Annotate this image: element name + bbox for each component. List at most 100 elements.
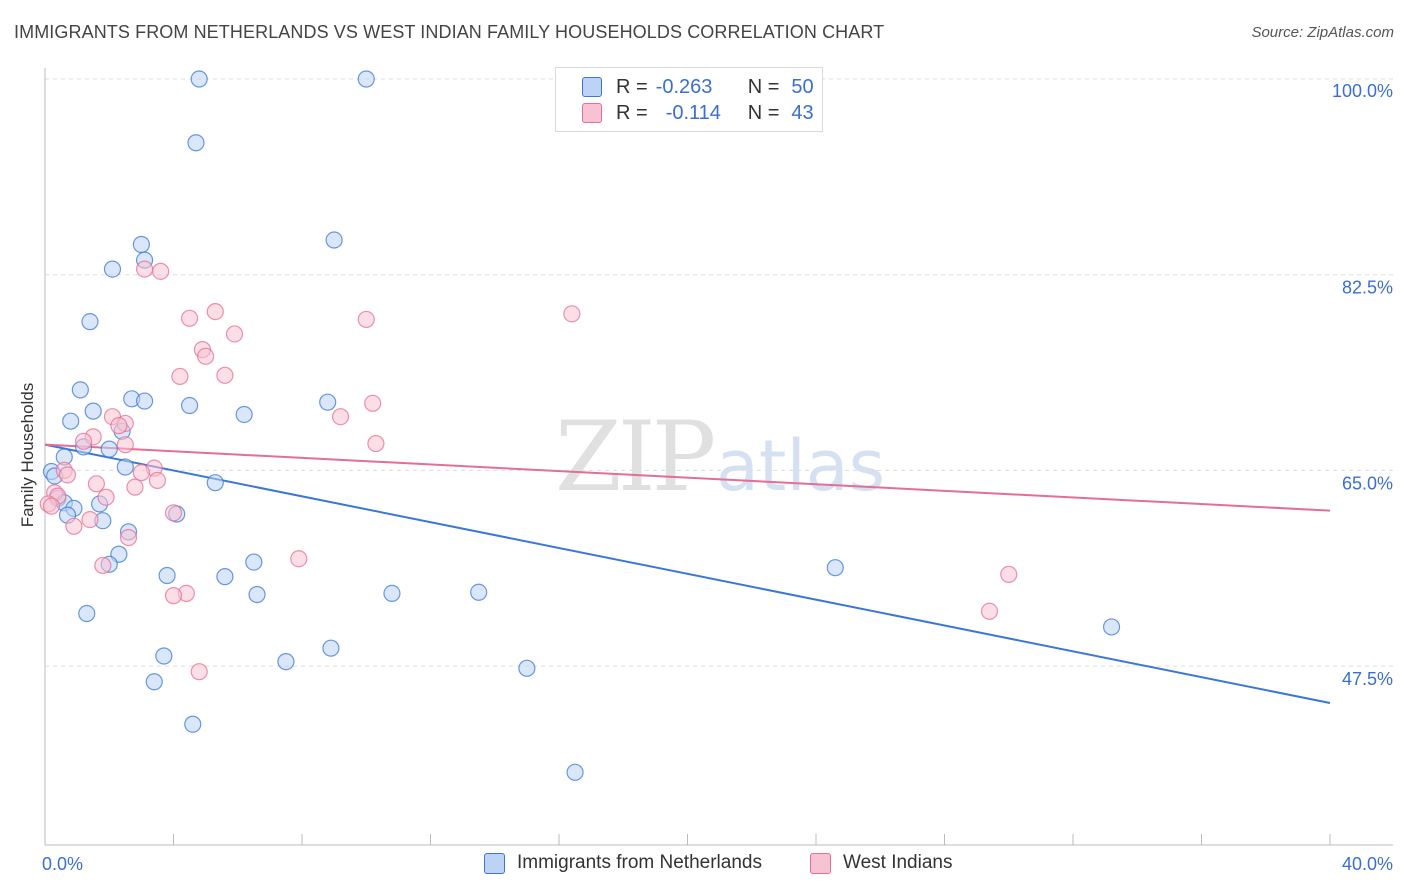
grid xyxy=(45,78,1393,667)
west-indians-point xyxy=(290,550,308,568)
netherlands-point xyxy=(206,474,224,492)
west-indians-point xyxy=(164,504,183,522)
west-indians-point xyxy=(206,302,224,321)
trend-lines xyxy=(44,443,1331,704)
west-indians-point xyxy=(1000,565,1018,583)
netherlands-point xyxy=(235,405,253,424)
west-indians-point xyxy=(74,432,93,450)
west-indians-point xyxy=(119,528,138,547)
legend-swatch-pink xyxy=(582,103,602,123)
west-indians-point xyxy=(331,408,350,426)
legend-item-west-indians: West Indians xyxy=(810,852,952,874)
netherlands-point xyxy=(116,458,134,476)
netherlands-point xyxy=(1102,618,1121,636)
legend-swatch-pink xyxy=(810,852,831,874)
netherlands-point xyxy=(84,402,102,420)
data-points xyxy=(39,70,1121,781)
legend-n-label: N = xyxy=(747,101,780,124)
west-indians-point xyxy=(980,602,999,620)
source-label: Source: ZipAtlas.com xyxy=(1251,24,1394,41)
west-indians-point xyxy=(65,517,83,535)
netherlands-trend-line xyxy=(44,443,1331,704)
legend-row-netherlands: R = -0.263 N = 50 xyxy=(582,75,814,99)
legend-swatch-blue xyxy=(582,77,602,97)
west-indians-point xyxy=(171,367,189,386)
netherlands-point xyxy=(155,647,173,665)
legend-n-label: N = xyxy=(747,75,780,98)
netherlands-point xyxy=(100,440,118,458)
legend-r-value: -0.114 xyxy=(665,101,721,124)
legend-label-netherlands: Immigrants from Netherlands xyxy=(517,852,762,873)
netherlands-point xyxy=(158,566,176,585)
west-indians-point xyxy=(81,510,99,529)
west-indians-point xyxy=(364,394,382,412)
west-indians-point xyxy=(126,478,144,496)
watermark-atlas: atlas xyxy=(716,425,885,507)
netherlands-point xyxy=(357,70,375,88)
netherlands-point xyxy=(319,393,337,411)
y-tick-label: 82.5% xyxy=(1342,278,1393,298)
west-indians-point xyxy=(148,471,167,490)
chart-title: IMMIGRANTS FROM NETHERLANDS VS WEST INDI… xyxy=(14,22,885,42)
x-tick-labels: 0.0% 40.0% xyxy=(42,854,1393,874)
legend-r-value: -0.263 xyxy=(655,75,713,98)
netherlands-point xyxy=(277,653,295,671)
netherlands-point xyxy=(103,260,122,278)
legend-row-west-indians: R = -0.114 N = 43 xyxy=(582,101,814,125)
west-indians-point xyxy=(190,663,208,681)
x-tick-label: 0.0% xyxy=(42,854,83,874)
west-indians-point xyxy=(180,309,199,327)
west-indians-point xyxy=(135,260,154,278)
netherlands-point xyxy=(78,604,96,623)
west-indians-point xyxy=(132,464,150,482)
west-indians-trend-line xyxy=(44,443,1331,512)
netherlands-point xyxy=(71,381,89,399)
axes xyxy=(44,68,1393,846)
netherlands-point xyxy=(216,568,234,586)
netherlands-point xyxy=(248,585,266,604)
netherlands-point xyxy=(566,763,584,781)
legend-item-netherlands: Immigrants from Netherlands xyxy=(484,852,762,874)
netherlands-point xyxy=(190,70,208,88)
legend-n-value: 43 xyxy=(791,101,814,124)
netherlands-point xyxy=(135,392,154,410)
west-indians-point xyxy=(87,475,106,493)
west-indians-point xyxy=(225,325,244,343)
watermark-zip: ZIP xyxy=(555,401,714,513)
west-indians-point xyxy=(563,305,581,323)
legend-r-label: R = xyxy=(616,101,648,124)
legend-label-west-indians: West Indians xyxy=(843,852,953,873)
legend-swatch-blue xyxy=(484,852,505,874)
netherlands-point xyxy=(62,412,80,430)
netherlands-point xyxy=(180,396,199,415)
netherlands-point xyxy=(325,231,343,249)
y-tick-labels: 47.5% 65.0% 82.5% 100.0% xyxy=(1332,81,1393,689)
netherlands-point xyxy=(245,553,263,571)
legend-n-value: 50 xyxy=(791,75,814,98)
netherlands-point xyxy=(826,559,844,577)
series-legend: Immigrants from Netherlands West Indians xyxy=(0,852,1406,878)
west-indians-point xyxy=(97,488,115,506)
west-indians-point xyxy=(116,436,134,454)
netherlands-point xyxy=(145,673,163,691)
west-indians-point xyxy=(42,497,61,515)
y-tick-label: 100.0% xyxy=(1332,81,1393,101)
netherlands-point xyxy=(81,313,99,331)
watermark: ZIP atlas xyxy=(555,401,885,513)
west-indians-point xyxy=(216,366,234,384)
netherlands-point xyxy=(132,235,150,254)
west-indians-point xyxy=(164,587,183,605)
west-indians-point xyxy=(367,434,385,453)
netherlands-point xyxy=(322,639,340,657)
west-indians-point xyxy=(357,310,375,329)
west-indians-point xyxy=(152,262,170,280)
legend-r-label: R = xyxy=(616,75,648,98)
y-tick-label: 47.5% xyxy=(1342,669,1393,689)
netherlands-point xyxy=(187,134,205,152)
netherlands-point xyxy=(470,583,488,601)
y-tick-label: 65.0% xyxy=(1342,473,1393,493)
netherlands-point xyxy=(184,715,202,733)
west-indians-point xyxy=(110,417,128,435)
west-indians-point xyxy=(94,556,112,575)
